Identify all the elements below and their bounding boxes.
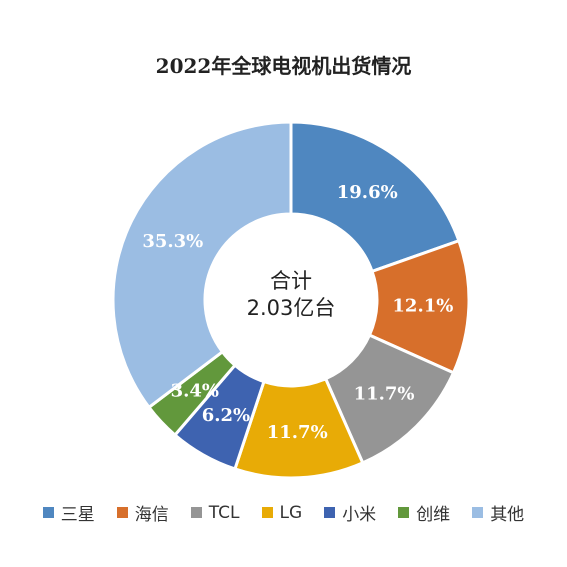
legend-swatch: [398, 507, 410, 518]
legend-item-三星: 三星: [42, 500, 95, 525]
legend-item-海信: 海信: [116, 500, 169, 525]
slice-label-LG: 11.7%: [267, 422, 328, 443]
legend-label: 其他: [490, 505, 525, 525]
chart-legend: 三星 海信 TCL LG 小米 创维 其他: [0, 500, 567, 525]
legend-label: TCL: [208, 502, 240, 523]
slice-其他: [111, 120, 293, 410]
legend-item-TCL: TCL: [190, 500, 240, 525]
legend-swatch: [324, 507, 336, 518]
legend-swatch: [116, 507, 128, 518]
slice-label-海信: 12.1%: [392, 295, 453, 316]
legend-swatch: [42, 507, 54, 518]
slice-label-其他: 35.3%: [142, 231, 203, 252]
slice-label-创维: 3.4%: [171, 380, 219, 401]
chart-title: 2022年全球电视机出货情况: [155, 54, 412, 78]
center-label-total: 合计: [270, 269, 312, 293]
slice-label-小米: 6.2%: [202, 405, 250, 426]
legend-label: 三星: [60, 505, 95, 525]
slice-label-三星: 19.6%: [337, 182, 398, 203]
slice-labels: 19.6% 12.1% 11.7% 11.7% 6.2% 3.4% 35.3%: [142, 182, 453, 443]
legend-label: 海信: [134, 505, 169, 525]
legend-label: LG: [279, 502, 303, 523]
legend-label: 小米: [342, 505, 377, 525]
slice-label-TCL: 11.7%: [354, 384, 415, 405]
legend-item-创维: 创维: [398, 500, 450, 525]
legend-label: 创维: [416, 505, 451, 525]
legend-item-LG: LG: [261, 500, 303, 525]
center-label-value: 2.03亿台: [247, 296, 336, 320]
legend-item-小米: 小米: [324, 500, 376, 525]
legend-item-其他: 其他: [472, 500, 524, 525]
legend-swatch: [261, 507, 273, 518]
donut-slices: [111, 120, 471, 480]
legend-swatch: [190, 507, 202, 518]
legend-swatch: [472, 507, 484, 518]
slice-三星: [289, 120, 461, 274]
